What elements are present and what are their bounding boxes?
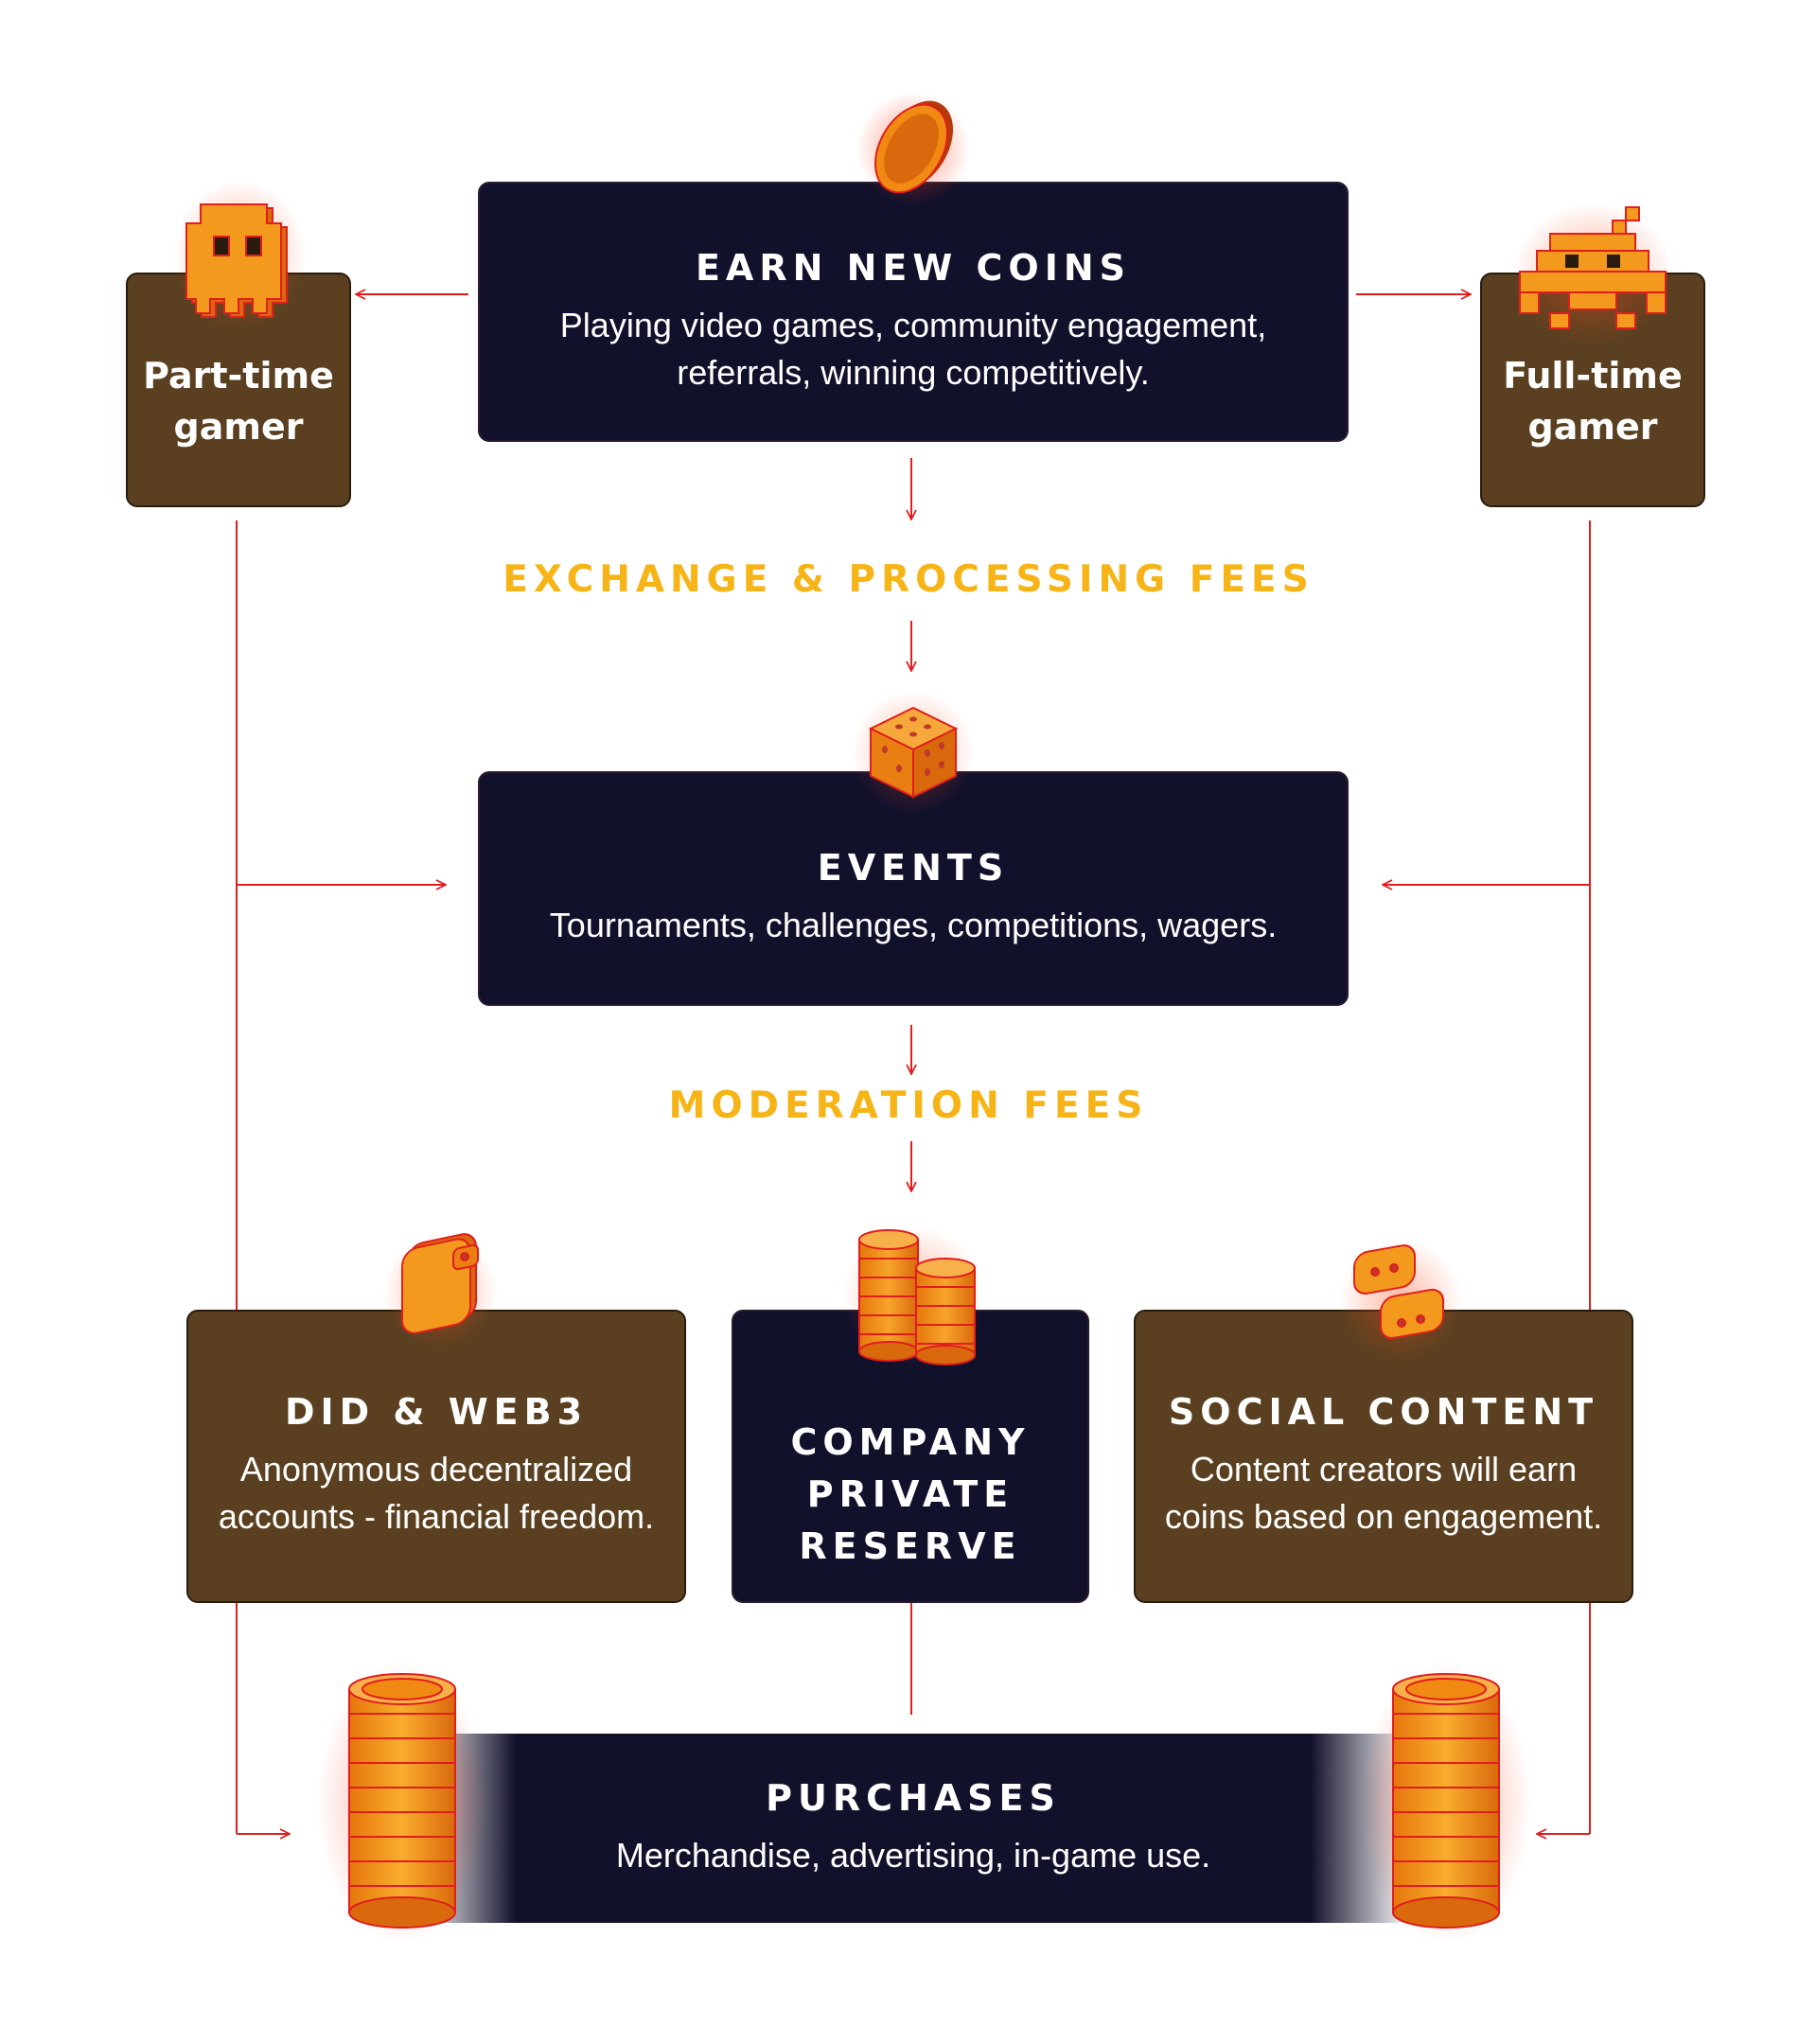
purchases-box: PURCHASES Merchandise, advertising, in-g… xyxy=(416,1734,1410,1923)
coin-stack-icon xyxy=(1361,1661,1531,1945)
coin-stacks-icon xyxy=(842,1225,984,1367)
earn-line-2: referrals, winning competitively. xyxy=(677,352,1150,392)
ghost-icon xyxy=(173,180,306,331)
events-title: EVENTS xyxy=(817,847,1010,889)
did-title: DID & WEB3 xyxy=(284,1391,589,1433)
reserve-line-2: PRIVATE xyxy=(806,1472,1014,1515)
purchases-description: Merchandise, advertising, in-game use. xyxy=(615,1836,1211,1875)
part-time-label: Part-time gamer xyxy=(143,274,334,452)
social-content-box: SOCIAL CONTENT Content creators will ear… xyxy=(1134,1310,1633,1603)
part-time-line-1: Part-time xyxy=(143,355,334,396)
earn-title: EARN NEW COINS xyxy=(695,246,1132,289)
full-time-line-2: gamer xyxy=(1527,406,1658,448)
full-time-line-1: Full-time xyxy=(1503,355,1683,396)
moderation-fees-label: MODERATION FEES xyxy=(668,1084,1149,1127)
earn-new-coins-box: EARN NEW COINS Playing video games, comm… xyxy=(478,182,1349,442)
full-time-label: Full-time gamer xyxy=(1503,274,1683,452)
purchases-title: PURCHASES xyxy=(766,1777,1061,1819)
did-description: Anonymous decentralized accounts - finan… xyxy=(219,1446,654,1541)
dice-icon xyxy=(852,691,975,814)
did-line-2: accounts - financial freedom. xyxy=(218,1497,655,1536)
coin-icon xyxy=(856,92,970,205)
did-line-1: Anonymous decentralized xyxy=(239,1450,633,1489)
earn-description: Playing video games, community engagemen… xyxy=(560,302,1266,396)
coin-stack-icon xyxy=(317,1661,487,1945)
reserve-title: COMPANY PRIVATE RESERVE xyxy=(790,1417,1030,1573)
part-time-gamer-box: Part-time gamer xyxy=(126,273,351,507)
part-time-line-2: gamer xyxy=(173,406,304,448)
wallet-icon xyxy=(383,1233,497,1348)
reserve-line-3: RESERVE xyxy=(799,1524,1022,1567)
earn-line-1: Playing video games, community engagemen… xyxy=(559,305,1267,344)
space-invader-icon xyxy=(1512,203,1673,345)
social-description: Content creators will earn coins based o… xyxy=(1165,1446,1602,1541)
chat-bubbles-icon xyxy=(1339,1240,1462,1363)
social-line-2: coins based on engagement. xyxy=(1164,1497,1603,1536)
exchange-fees-label: EXCHANGE & PROCESSING FEES xyxy=(503,558,1314,601)
events-description: Tournaments, challenges, competitions, w… xyxy=(549,906,1278,944)
social-line-1: Content creators will earn xyxy=(1190,1450,1578,1489)
did-web3-box: DID & WEB3 Anonymous decentralized accou… xyxy=(186,1310,686,1603)
social-title: SOCIAL CONTENT xyxy=(1168,1391,1599,1433)
reserve-line-1: COMPANY xyxy=(790,1420,1031,1463)
